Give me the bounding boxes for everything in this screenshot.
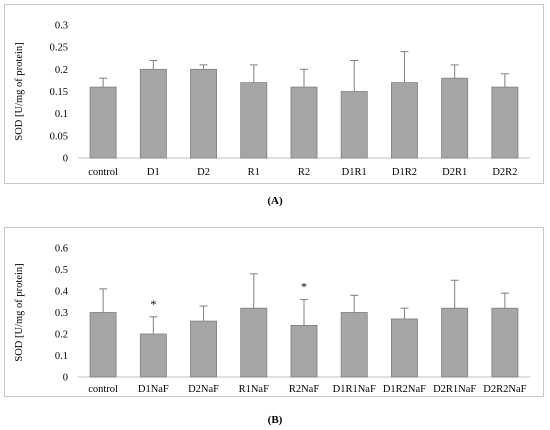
panel-a-y-tick-label: 0.2 [55, 65, 68, 76]
panel-a-bar [491, 86, 519, 159]
panel-b-category-label: control [88, 384, 118, 395]
panel-a-y-tick-label: 0.3 [55, 21, 68, 32]
panel-b-bar [491, 307, 519, 378]
panel-b-category-label: D1R2NaF [383, 384, 426, 395]
panel-a-category-label: D1 [147, 167, 160, 178]
panel-a-bar [290, 86, 318, 159]
panel-b-bar [441, 307, 469, 378]
panel-a-category-label: R2 [298, 167, 310, 178]
panel-b-frame [4, 227, 544, 397]
panel-b-bar [290, 324, 318, 378]
panel-b-y-tick-label: 0.4 [55, 287, 69, 298]
panel-b-y-tick-label: 0.2 [55, 330, 68, 341]
panel-a-category-label: D2R2 [492, 167, 517, 178]
panel-a-category-label: D2R1 [442, 167, 467, 178]
panel-a-category-label: D1R1 [342, 167, 367, 178]
panel-a-category-label: D2 [197, 167, 210, 178]
panel-b-y-tick-label: 0.5 [55, 265, 68, 276]
panel-b-category-label: D2NaF [188, 384, 219, 395]
panel-b-y-tick-label: 0 [63, 373, 68, 384]
panel-a-y-tick-label: 0.1 [55, 109, 68, 120]
panel-a-bar [240, 82, 268, 159]
panel-b-significance-marker: * [150, 297, 156, 311]
panel-a-frame [4, 4, 544, 184]
panel-a-category-label: control [88, 167, 118, 178]
panel-a-label: (A) [267, 195, 283, 207]
panel-b-label: (B) [267, 414, 283, 426]
panel-b-y-tick-label: 0.1 [55, 351, 68, 362]
panel-b-category-label: D2R1NaF [433, 384, 476, 395]
panel-b-bar [190, 320, 218, 378]
panel-a-bar [340, 91, 368, 159]
panel-a-bar [89, 86, 117, 159]
panel-b-category-label: R1NaF [239, 384, 269, 395]
panel-a-y-tick-label: 0.05 [50, 131, 68, 142]
panel-b-category-label: R2NaF [289, 384, 319, 395]
panel-a-y-axis-title: SOD [U/mg of protein] [14, 42, 25, 140]
panel-a-bar [190, 68, 218, 159]
panel-b-category-label: D2R2NaF [483, 384, 526, 395]
panel-b-bar [89, 312, 117, 378]
panel-b-y-tick-label: 0.3 [55, 308, 68, 319]
panel-a-bar [441, 77, 469, 159]
panel-a-bar [390, 82, 418, 159]
panel-b-bar [390, 318, 418, 378]
panel-a-y-tick-label: 0 [63, 154, 68, 165]
panel-b-y-tick-label: 0.6 [55, 244, 68, 255]
panel-a-category-label: R1 [248, 167, 260, 178]
panel-b-bar [139, 333, 167, 378]
panel-b-bar [240, 307, 268, 378]
panel-b-significance-marker: * [301, 280, 307, 294]
panel-a-y-tick-label: 0.15 [50, 87, 68, 98]
panel-b-y-axis-title: SOD [U/mg of protein] [14, 263, 25, 361]
panel-b-category-label: D1R1NaF [333, 384, 376, 395]
panel-b-bar [340, 312, 368, 378]
panel-a-category-label: D1R2 [392, 167, 417, 178]
panel-b-category-label: D1NaF [138, 384, 169, 395]
panel-a-bar [139, 68, 167, 159]
panel-a-y-tick-label: 0.25 [50, 43, 68, 54]
